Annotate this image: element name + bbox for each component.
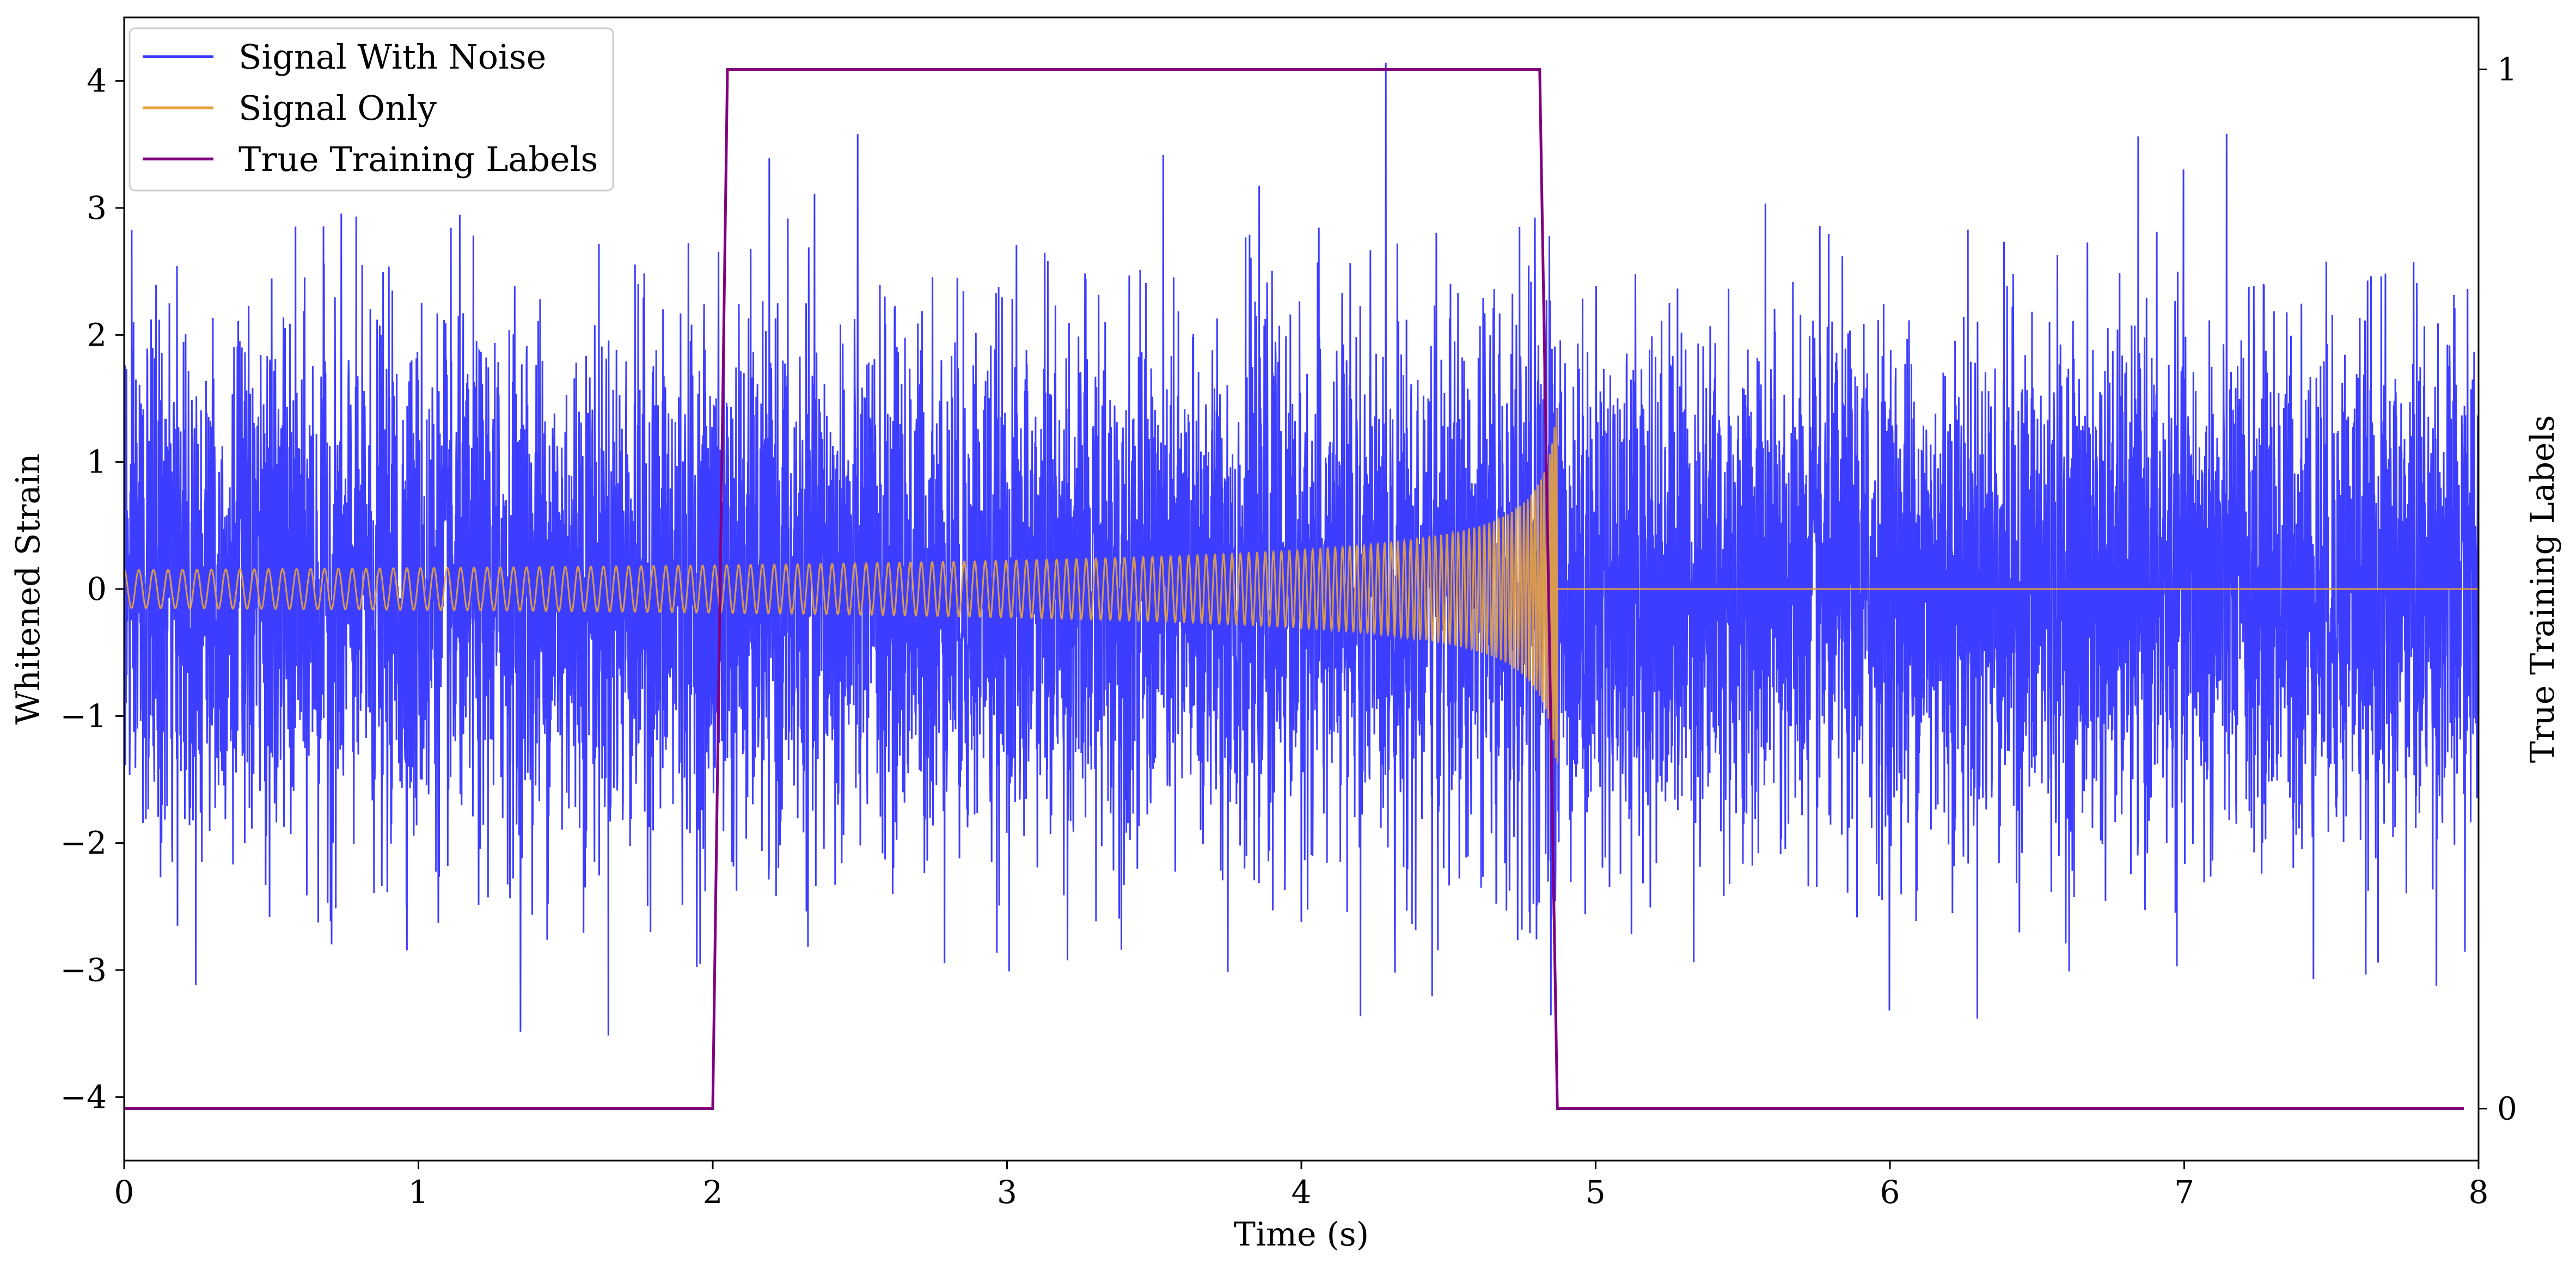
legend-box: [129, 27, 614, 192]
x-tick-label-2: 2: [703, 1174, 723, 1211]
y2-axis-label: True Training Labels: [2524, 415, 2562, 763]
y2-tick-label-0: 0: [2497, 1090, 2517, 1127]
x-tick-label-7: 7: [2174, 1174, 2194, 1211]
series-line-signal-with-noise: [124, 63, 2479, 1036]
x-axis-label: Time (s): [1234, 1216, 1369, 1254]
legend-label-signal-with-noise: Signal With Noise: [238, 37, 546, 77]
y-tick-label-1: −3: [60, 952, 107, 989]
y-tick-label-6: 2: [87, 316, 107, 353]
y2-tick-label-1: 1: [2497, 51, 2517, 88]
x-tick-label-6: 6: [1880, 1174, 1900, 1211]
x-tick-label-1: 1: [408, 1174, 429, 1211]
x-tick-label-0: 0: [114, 1174, 134, 1211]
y-tick-label-5: 1: [87, 444, 107, 481]
y-tick-label-3: −1: [60, 697, 107, 734]
legend-label-true-training-labels: True Training Labels: [238, 139, 598, 179]
y-tick-label-0: −4: [60, 1078, 107, 1115]
x-tick-label-8: 8: [2469, 1174, 2489, 1211]
x-tick-label-5: 5: [1586, 1174, 1606, 1211]
legend: Signal With Noise Signal Only True Train…: [129, 27, 614, 192]
y-tick-label-2: −2: [60, 825, 107, 862]
y-axis-label: Whitened Strain: [9, 453, 47, 725]
legend-label-signal-only: Signal Only: [238, 88, 437, 128]
series-line-signal-only: [124, 408, 2479, 764]
y-tick-label-7: 3: [87, 189, 107, 226]
series-line-true-training-labels: [124, 68, 2464, 1110]
y-tick-label-4: 0: [87, 570, 107, 608]
x-tick-label-3: 3: [997, 1174, 1017, 1211]
y-tick-label-8: 4: [87, 63, 107, 100]
x-tick-label-4: 4: [1292, 1174, 1312, 1211]
